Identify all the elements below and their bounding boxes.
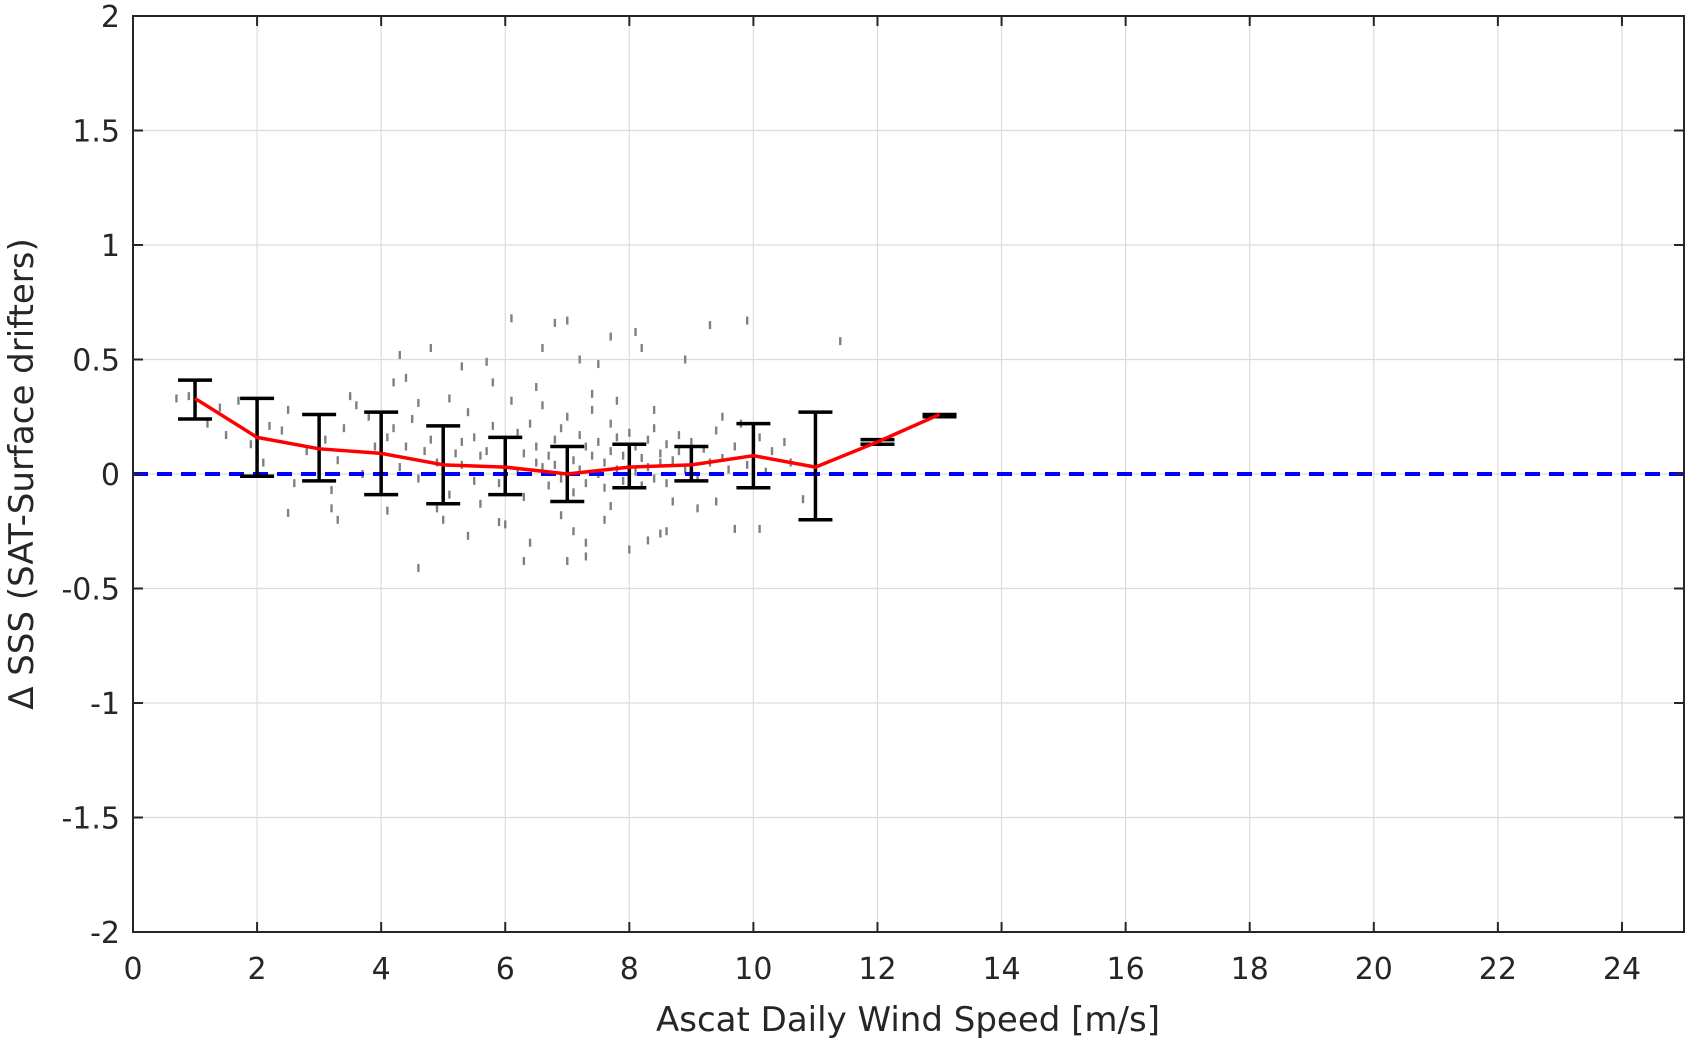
x-tick-label: 16	[1107, 952, 1145, 987]
y-tick-label: 0	[101, 458, 120, 493]
x-tick-label: 12	[858, 952, 896, 987]
x-tick-label: 18	[1231, 952, 1269, 987]
x-tick-label: 4	[372, 952, 391, 987]
mean-line	[194, 396, 941, 476]
x-tick-label: 20	[1355, 952, 1393, 987]
y-tick-label: 0.5	[72, 344, 120, 379]
scatter-points	[175, 314, 842, 572]
y-axis-label: Δ SSS (SAT-Surface drifters)	[2, 238, 42, 710]
x-tick-label: 24	[1603, 952, 1641, 987]
x-tick-label: 14	[982, 952, 1020, 987]
x-tick-label: 10	[734, 952, 772, 987]
x-tick-label: 8	[620, 952, 639, 987]
x-axis-ticks: 0 2 4 6 8 10 12 14 16 18 20 22 24	[123, 16, 1641, 987]
y-tick-label: -1.5	[61, 802, 120, 837]
y-axis-ticks: -2 -1.5 -1 -0.5 0 0.5 1 1.5 2	[61, 0, 1684, 951]
x-tick-label: 0	[123, 952, 142, 987]
y-tick-label: 1.5	[72, 115, 120, 150]
y-tick-label: -1	[90, 687, 120, 722]
y-tick-label: 2	[101, 0, 120, 35]
y-tick-label: -0.5	[61, 573, 120, 608]
x-tick-label: 6	[496, 952, 515, 987]
y-tick-label: -2	[90, 916, 120, 951]
mean-line-group	[194, 396, 941, 476]
x-tick-label: 22	[1479, 952, 1517, 987]
x-tick-label: 2	[248, 952, 267, 987]
grid	[133, 16, 1684, 932]
x-axis-label: Ascat Daily Wind Speed [m/s]	[656, 1000, 1160, 1039]
y-tick-label: 1	[101, 229, 120, 264]
